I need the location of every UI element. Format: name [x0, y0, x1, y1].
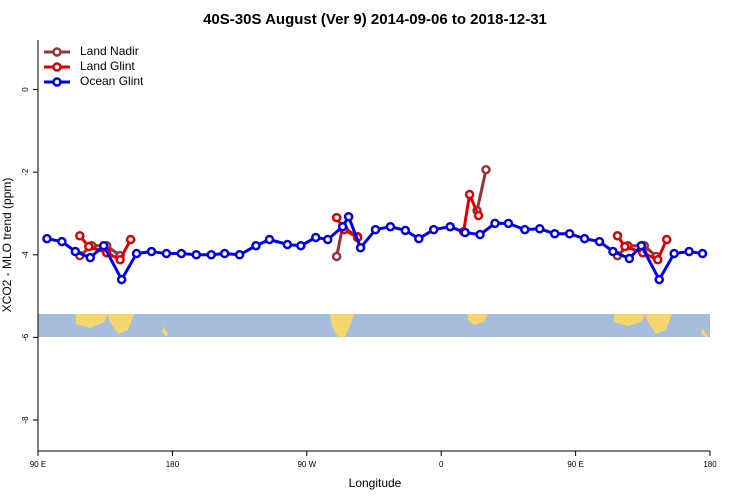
x-axis-label: Longitude: [349, 476, 402, 490]
y-tick-label: -8: [21, 416, 30, 424]
legend-marker: [52, 77, 62, 87]
data-point: [331, 251, 342, 262]
chart-title: 40S-30S August (Ver 9) 2014-09-06 to 201…: [203, 11, 547, 28]
data-point: [70, 246, 81, 257]
data-point: [612, 231, 623, 241]
data-point: [464, 189, 475, 200]
data-point: [579, 233, 590, 244]
data-point: [549, 228, 560, 239]
y-tick-label: -4: [21, 251, 30, 259]
data-point: [57, 236, 67, 247]
data-point: [115, 255, 125, 265]
legend-marker: [52, 62, 62, 72]
data-point: [624, 253, 635, 264]
data-point: [116, 274, 127, 285]
x-tick-label: 180: [703, 460, 717, 469]
legend-label: Land Nadir: [80, 44, 139, 58]
data-point: [191, 250, 202, 260]
legend-label: Land Glint: [80, 59, 135, 73]
data-point: [520, 224, 530, 235]
data-point: [503, 218, 514, 229]
data-point: [652, 255, 663, 265]
data-point: [490, 218, 500, 229]
y-tick-label: -2: [21, 168, 30, 176]
data-point: [481, 164, 491, 175]
data-point: [85, 252, 96, 263]
data-point: [661, 234, 672, 245]
data-point: [594, 236, 605, 247]
data-point: [669, 248, 679, 259]
data-point: [445, 221, 455, 232]
data-point: [370, 224, 381, 235]
data-point: [654, 274, 664, 285]
legend-marker: [52, 47, 62, 57]
data-point: [355, 243, 366, 253]
data-point: [535, 224, 545, 234]
data-point: [608, 246, 618, 257]
data-point: [473, 210, 484, 221]
data-point: [131, 248, 142, 259]
data-point: [146, 246, 157, 257]
data-point: [42, 233, 52, 244]
map-strip: [38, 314, 710, 337]
data-point: [331, 212, 342, 223]
series-line: [46, 213, 703, 283]
data-point: [322, 234, 333, 245]
data-point: [564, 228, 575, 239]
data-point: [98, 240, 109, 251]
x-tick-label: 90 W: [297, 460, 316, 469]
data-point: [697, 248, 708, 259]
data-point: [620, 241, 630, 252]
x-tick-label: 90 E: [30, 460, 46, 469]
data-point: [636, 240, 647, 251]
data-point: [219, 248, 230, 259]
data-point: [337, 221, 348, 232]
data-point: [343, 212, 354, 222]
legend-label: Ocean Glint: [80, 74, 144, 88]
data-point: [234, 250, 245, 260]
y-tick-label: 0: [21, 87, 30, 92]
data-point: [251, 240, 261, 251]
data-point: [75, 231, 85, 241]
data-point: [475, 229, 485, 240]
data-point: [428, 224, 439, 235]
x-tick-label: 180: [166, 460, 180, 469]
data-point: [176, 248, 187, 259]
data-point: [385, 221, 396, 232]
data-point: [206, 250, 216, 260]
data-point: [460, 227, 470, 238]
data-point: [311, 232, 321, 243]
x-tick-label: 0: [439, 460, 444, 469]
data-point: [282, 239, 293, 250]
data-point: [264, 234, 275, 245]
series-line: [475, 169, 488, 211]
y-tick-label: -6: [21, 333, 30, 341]
data-point: [84, 241, 94, 252]
x-tick-label: 90 E: [567, 460, 583, 469]
data-point: [161, 248, 172, 259]
data-point: [296, 240, 306, 251]
data-point: [400, 225, 411, 236]
data-point: [125, 234, 136, 245]
data-point: [684, 246, 694, 257]
data-point: [414, 233, 424, 244]
y-axis-label: XCO2 - MLO trend (ppm): [0, 178, 14, 313]
